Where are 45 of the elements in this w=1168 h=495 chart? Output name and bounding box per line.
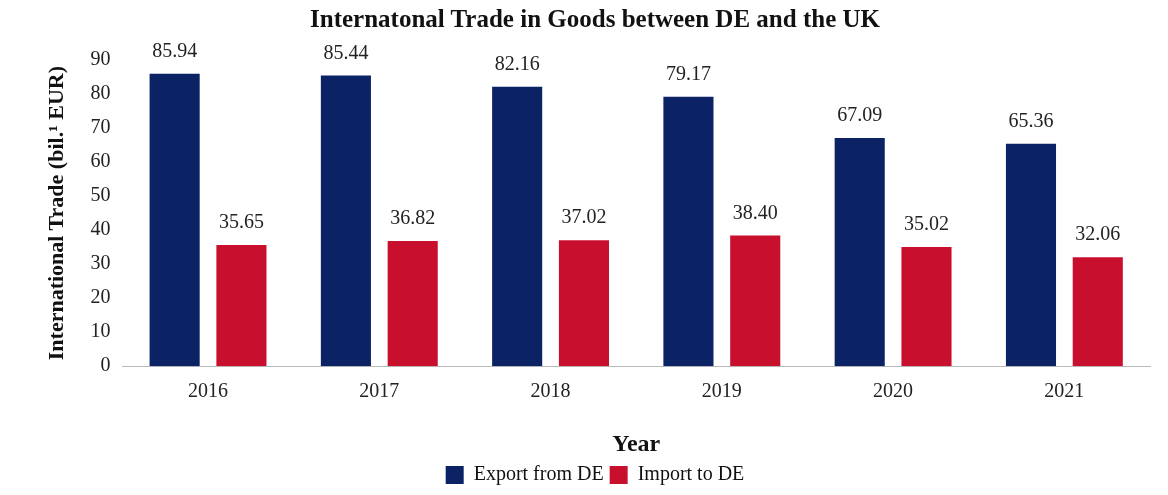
bar	[149, 73, 200, 367]
bar	[387, 240, 438, 367]
y-tick-label: 20	[90, 285, 111, 308]
data-label: 37.02	[561, 205, 607, 228]
y-tick-label: 0	[100, 353, 111, 376]
x-tick-label: 2018	[530, 379, 571, 402]
data-label: 35.65	[218, 210, 264, 233]
y-tick-label: 40	[90, 217, 111, 240]
x-tick-label: 2020	[873, 379, 914, 402]
bar	[1072, 257, 1123, 367]
legend-label: Import to DE	[637, 462, 745, 486]
y-tick-label: 90	[90, 47, 111, 70]
bar	[320, 75, 371, 367]
y-tick-label: 80	[90, 81, 111, 104]
data-label: 82.16	[494, 51, 540, 74]
data-label: 85.44	[323, 40, 369, 63]
y-tick-label: 30	[90, 251, 111, 274]
y-tick-label: 10	[90, 319, 111, 342]
y-axis-title: International Trade (bil.¹ EUR)	[42, 65, 68, 361]
data-label: 65.36	[1008, 109, 1054, 132]
chart-title: Internatonal Trade in Goods between DE and the UK	[310, 5, 881, 33]
data-label: 67.09	[837, 103, 883, 126]
bar	[558, 240, 610, 367]
y-tick-label: 60	[90, 149, 111, 172]
x-tick-label: 2016	[188, 379, 229, 402]
bar	[730, 235, 781, 367]
bar	[834, 137, 885, 367]
data-label: 32.06	[1075, 222, 1121, 245]
legend-label: Export from DE	[473, 462, 604, 486]
bar	[901, 247, 952, 367]
x-tick-label: 2017	[359, 379, 400, 402]
data-label: 79.17	[665, 62, 711, 85]
bar	[663, 96, 714, 367]
bar	[492, 86, 543, 367]
y-tick-label: 50	[90, 183, 111, 206]
data-label: 85.94	[152, 39, 198, 62]
x-axis-title: Year	[612, 429, 661, 456]
data-label: 35.02	[904, 212, 949, 235]
data-label: 36.82	[390, 206, 436, 229]
x-tick-label: 2021	[1044, 379, 1085, 402]
bar	[216, 244, 267, 367]
bar	[1005, 143, 1057, 367]
x-tick-label: 2019	[701, 379, 742, 402]
data-label: 38.40	[732, 200, 778, 223]
y-tick-label: 70	[90, 115, 111, 138]
